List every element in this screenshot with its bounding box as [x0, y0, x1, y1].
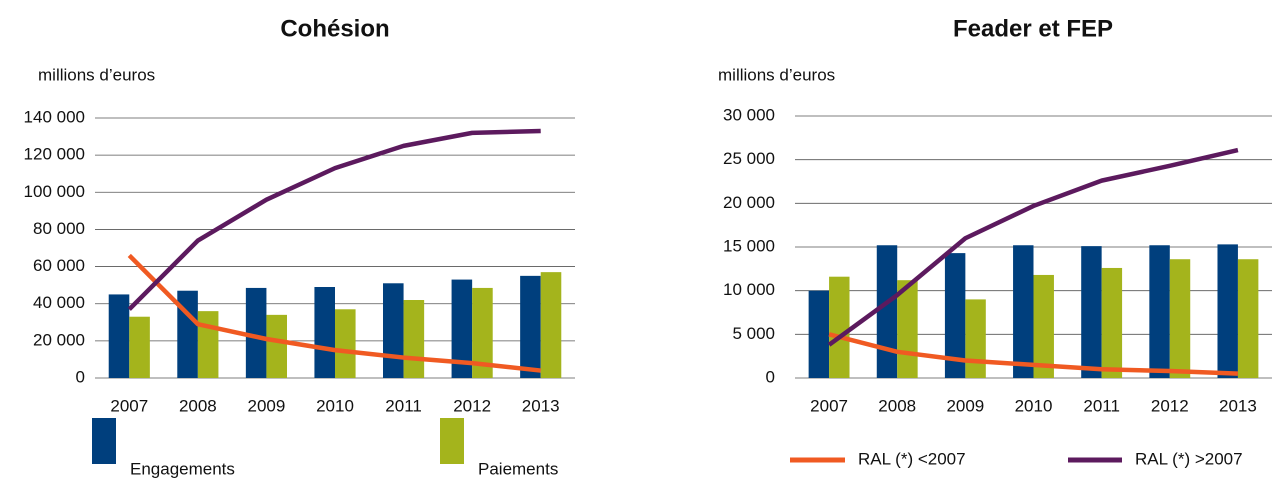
x-tick-label: 2008	[179, 396, 217, 415]
bar	[1169, 259, 1191, 378]
y-tick-label: 5 000	[732, 324, 775, 343]
y-tick-label: 25 000	[723, 149, 775, 168]
x-tick-label: 2012	[1151, 396, 1189, 415]
bar	[266, 314, 287, 378]
legend-swatch	[92, 418, 116, 464]
x-tick-label: 2008	[878, 396, 916, 415]
bar	[245, 287, 267, 378]
bar	[808, 290, 830, 378]
x-tick-label: 2007	[810, 396, 848, 415]
y-tick-label: 20 000	[723, 193, 775, 212]
bar	[451, 279, 473, 378]
line	[127, 253, 541, 373]
line	[827, 147, 1239, 347]
y-tick-label: 20 000	[33, 330, 85, 349]
x-tick-label: 2012	[453, 396, 491, 415]
y-tick-label: 0	[766, 367, 775, 386]
legend-label: Engagements	[130, 459, 235, 478]
bar	[965, 299, 986, 378]
chart-title: Cohésion	[280, 15, 389, 42]
line	[828, 332, 1239, 376]
x-tick-label: 2011	[1083, 396, 1120, 415]
y-tick-label: 0	[76, 367, 85, 386]
bar	[177, 290, 198, 378]
bar	[197, 311, 219, 378]
y-tick-label: 140 000	[24, 107, 85, 126]
legend-label: RAL (*) <2007	[858, 449, 966, 468]
legend: Engagements Paiements RAL (*) <2007 RAL …	[92, 418, 1243, 478]
bar	[1237, 259, 1259, 378]
x-tick-label: 2013	[522, 396, 560, 415]
x-tick-label: 2009	[248, 396, 286, 415]
bar	[520, 275, 541, 378]
y-tick-label: 80 000	[33, 219, 85, 238]
bar	[876, 245, 898, 378]
bar	[108, 294, 130, 378]
bar	[540, 272, 562, 378]
x-tick-label: 2007	[110, 396, 148, 415]
bar	[335, 309, 356, 378]
bar	[829, 276, 850, 378]
x-tick-label: 2010	[1015, 396, 1053, 415]
bar	[403, 300, 425, 378]
x-tick-label: 2009	[946, 396, 984, 415]
x-tick-label: 2010	[316, 396, 354, 415]
y-tick-label: 30 000	[723, 105, 775, 124]
legend-swatch	[440, 418, 464, 464]
y-tick-label: 40 000	[33, 293, 85, 312]
bar	[944, 253, 966, 378]
bar	[129, 316, 150, 378]
y-tick-label: 10 000	[723, 280, 775, 299]
axis-unit: millions d’euros	[718, 65, 835, 84]
legend-label: RAL (*) >2007	[1135, 449, 1243, 468]
y-tick-label: 100 000	[24, 182, 85, 201]
axis-unit: millions d’euros	[38, 65, 155, 84]
bar	[1081, 246, 1102, 378]
y-tick-label: 60 000	[33, 256, 85, 275]
legend-label: Paiements	[478, 459, 558, 478]
bar	[1033, 274, 1054, 378]
bar	[472, 287, 493, 378]
bar	[1013, 245, 1034, 378]
x-tick-label: 2011	[385, 396, 422, 415]
bar	[1217, 244, 1238, 378]
bar	[383, 283, 404, 378]
chart-title: Feader et FEP	[953, 15, 1113, 42]
bar	[314, 287, 335, 378]
y-tick-label: 15 000	[723, 236, 775, 255]
bar	[1149, 245, 1170, 378]
line	[127, 128, 541, 311]
bar	[1101, 267, 1123, 378]
x-tick-label: 2013	[1219, 396, 1257, 415]
y-tick-label: 120 000	[24, 145, 85, 164]
